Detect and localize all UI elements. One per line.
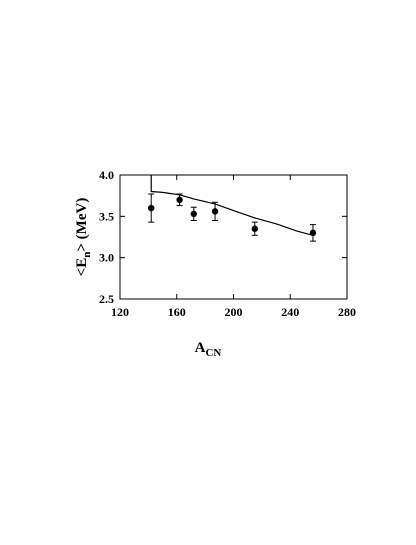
x-axis-title-subscript: CN	[205, 347, 221, 359]
y-axis-title-tail: > (MeV)	[74, 198, 90, 252]
x-axis-title: ACN	[195, 340, 222, 359]
y-tick-label: 2.5	[99, 292, 114, 306]
y-tick-label: 3.5	[99, 209, 114, 223]
data-point	[251, 225, 258, 232]
y-axis-title-subscript: n	[81, 252, 93, 258]
x-axis-ticks: 120 160 200 240 280	[111, 175, 356, 319]
y-axis-ticks: 2.5 3.0 3.5 4.0	[99, 168, 347, 306]
data-point	[176, 196, 183, 203]
x-tick-label: 160	[168, 305, 186, 319]
y-tick-label: 4.0	[99, 168, 114, 182]
y-axis-title: <En> (MeV)	[74, 198, 93, 277]
x-tick-label: 240	[281, 305, 299, 319]
data-points	[148, 193, 317, 242]
data-point	[148, 204, 155, 212]
x-tick-label: 120	[111, 305, 129, 319]
data-point	[190, 210, 197, 218]
x-tick-label: 280	[338, 305, 356, 319]
data-point	[309, 229, 317, 237]
data-point	[211, 208, 219, 215]
model-curve	[150, 175, 314, 236]
x-tick-label: 200	[225, 305, 243, 319]
y-tick-label: 3.0	[99, 251, 114, 265]
